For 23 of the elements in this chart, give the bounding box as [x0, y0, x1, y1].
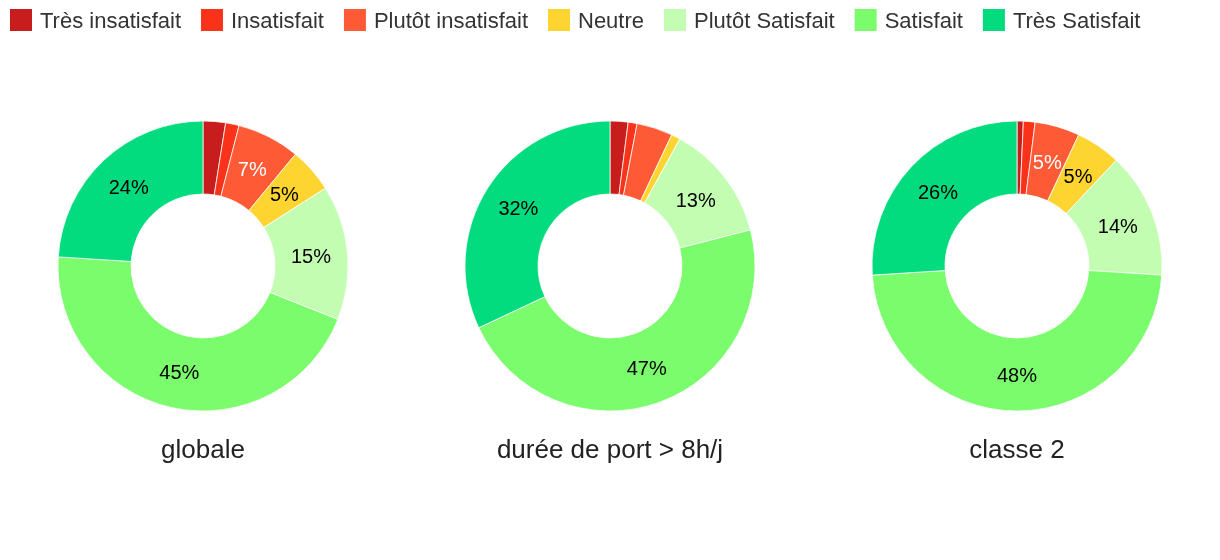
data-label: 48%	[996, 363, 1038, 386]
text: globale	[161, 434, 245, 464]
text: durée de port > 8h/j	[496, 434, 724, 464]
data-label: 5%	[1063, 165, 1093, 188]
legend-label: Plutôt insatisfait	[373, 8, 529, 33]
data-label: 45%	[159, 360, 200, 383]
legend-label: Plutôt Satisfait	[694, 8, 835, 33]
legend-label: Satisfait	[884, 8, 963, 33]
legend-label: Insatisfait	[231, 8, 324, 33]
data-label: 14%	[1097, 215, 1139, 238]
text: classe 2	[969, 434, 1065, 464]
data-label: 5%	[1032, 150, 1062, 173]
legend-label: Très Satisfait	[1012, 8, 1141, 33]
data-label: 13%	[675, 188, 716, 211]
data-label: 47%	[626, 357, 667, 380]
legend-label: Neutre	[578, 8, 645, 33]
data-label: 32%	[498, 196, 539, 219]
data-label: 15%	[291, 244, 332, 267]
data-label: 7%	[237, 158, 267, 181]
data-label: 5%	[269, 183, 300, 206]
data-label: 26%	[917, 180, 959, 203]
legend-label: Très insatisfait	[40, 8, 182, 33]
data-label: 24%	[108, 175, 149, 198]
